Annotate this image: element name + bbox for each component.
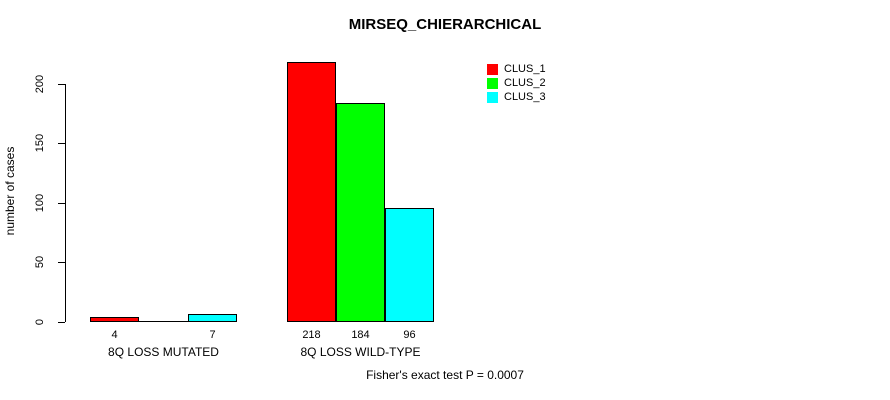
bar-clus_3-1 [385,208,434,322]
y-tick-label: 200 [34,74,46,94]
legend-label: CLUS_2 [504,77,546,89]
bar-clus_1-0 [90,317,139,322]
y-tick-label: 100 [34,193,46,213]
y-tick-label: 150 [34,133,46,153]
legend-label: CLUS_3 [504,91,546,103]
bar-value-label: 218 [302,329,321,341]
bar-clus_1-1 [287,62,336,322]
bar-clus_2-1 [336,103,385,322]
bar-value-label: 184 [351,329,370,341]
bar-value-label: 96 [403,329,416,341]
y-axis-title: number of cases [3,146,17,236]
y-tick-mark [58,322,65,323]
y-tick-label: 0 [34,318,46,326]
y-tick-mark [58,143,65,144]
category-label: 8Q LOSS MUTATED [108,345,219,359]
plot-area: 0 50 100 150 200 number of cases 4 7 8Q LOSS MUT… [3,60,445,359]
chart-title: MIRSEQ_CHIERARCHICAL [348,16,542,33]
legend-item: CLUS_3 [487,90,546,104]
legend-item: CLUS_1 [487,62,546,76]
y-tick-label: 50 [34,255,46,269]
legend: CLUS_1 CLUS_2 CLUS_3 [487,62,546,104]
bar-clus_3-0 [188,314,237,322]
y-tick-mark [58,203,65,204]
legend-swatch [487,63,498,75]
legend-item: CLUS_2 [487,76,546,90]
y-tick-mark [58,262,65,263]
footer-annotation: Fisher's exact test P = 0.0007 [366,368,524,382]
bar-value-label: 4 [111,329,118,341]
y-tick-mark [58,84,65,85]
y-axis-line [65,84,66,322]
bar-value-label: 7 [209,329,216,341]
legend-swatch [487,91,498,103]
bar-clus_2-0 [139,321,188,322]
legend-label: CLUS_1 [504,63,546,75]
category-label: 8Q LOSS WILD-TYPE [300,345,421,359]
legend-swatch [487,77,498,89]
